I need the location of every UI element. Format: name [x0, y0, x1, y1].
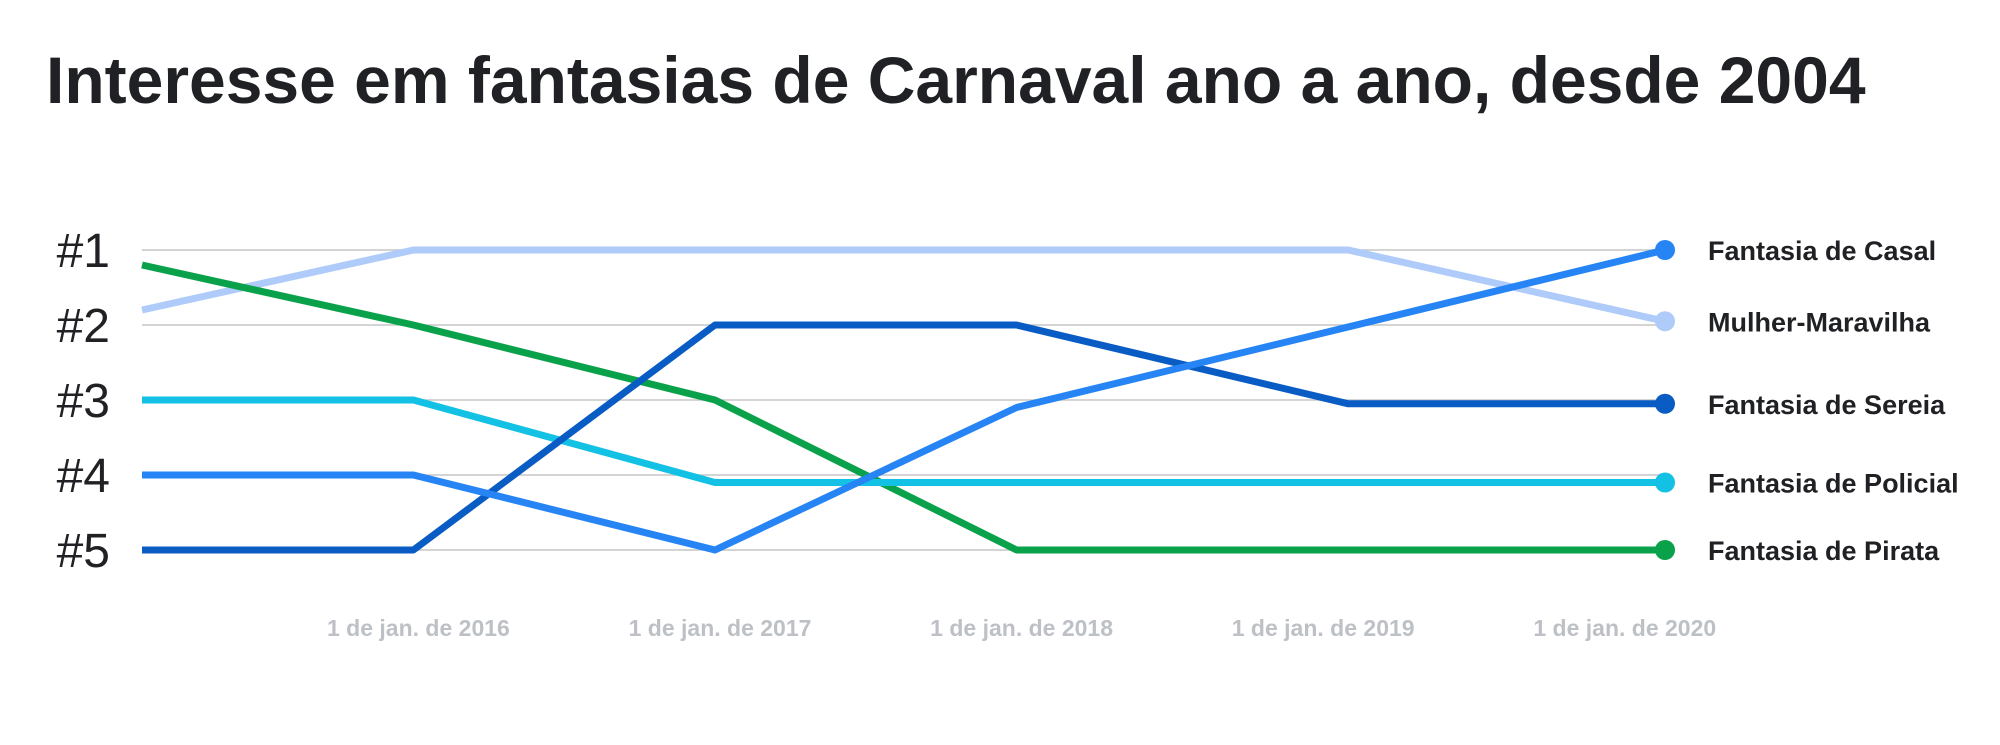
series-line-1 [141, 261, 1665, 554]
series-end-marker [1655, 540, 1675, 560]
legend-label: Fantasia de Policial [1708, 469, 1959, 499]
x-axis-date-labels: 1 de jan. de 2016 1 de jan. de 2017 1 de j… [327, 615, 1716, 641]
x-tick-label: 1 de jan. de 2019 [1232, 615, 1415, 641]
series-line-2 [142, 396, 1665, 486]
y-tick-label: #3 [57, 375, 110, 428]
legend-label: Mulher-Maravilha [1708, 307, 1931, 337]
y-tick-label: #2 [57, 300, 110, 353]
series-end-marker [1655, 311, 1675, 332]
y-tick-label: #4 [57, 450, 110, 503]
series-line-3 [142, 321, 1665, 554]
series-end-marker [1655, 393, 1675, 414]
legend: Mulher-Maravilha Fantasia de Pirata Fantas… [1655, 236, 1959, 566]
series-end-marker [1655, 472, 1675, 493]
chart-title: Interesse em fantasias de Carnaval ano a… [46, 43, 1866, 117]
y-tick-label: #1 [57, 225, 110, 278]
y-tick-label: #5 [57, 525, 110, 578]
y-axis-rank-labels: #1 #2 #3 #4 #5 [57, 225, 110, 578]
legend-label: Fantasia de Sereia [1708, 390, 1946, 420]
x-tick-label: 1 de jan. de 2016 [327, 615, 510, 641]
series-lines [141, 246, 1666, 554]
series-line-4 [142, 246, 1666, 554]
legend-label: Fantasia de Pirata [1708, 536, 1940, 566]
x-tick-label: 1 de jan. de 2018 [930, 615, 1113, 641]
series-line-0 [141, 246, 1666, 325]
x-tick-label: 1 de jan. de 2020 [1533, 615, 1716, 641]
series-end-marker [1655, 240, 1675, 260]
legend-label: Fantasia de Casal [1708, 236, 1936, 266]
x-tick-label: 1 de jan. de 2017 [629, 615, 812, 641]
